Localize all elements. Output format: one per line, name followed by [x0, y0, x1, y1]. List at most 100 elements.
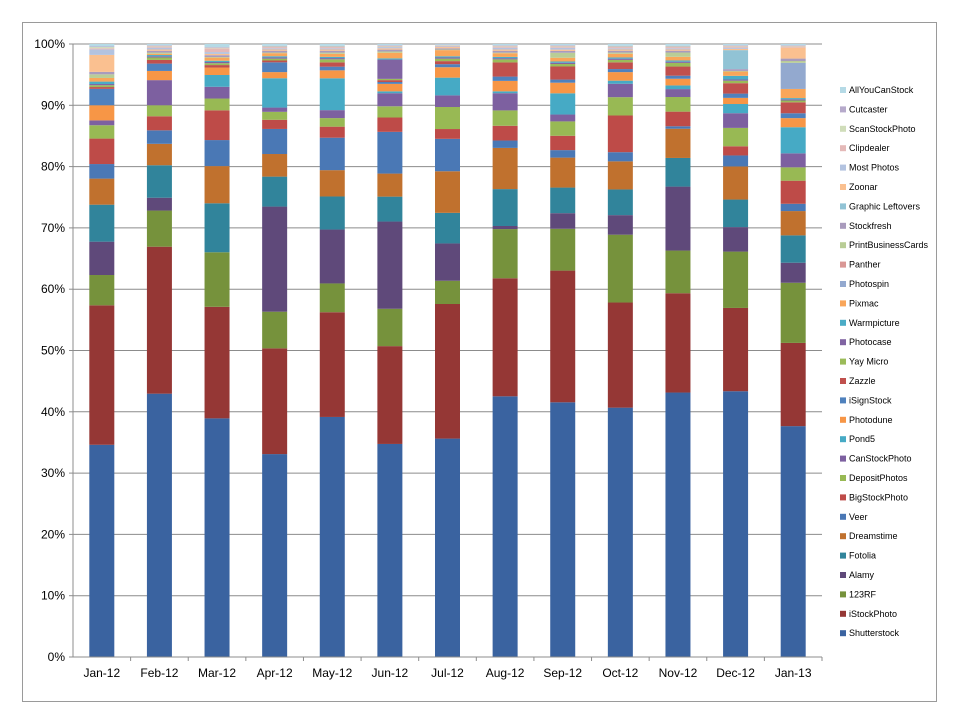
bar-segment-photocase	[262, 57, 288, 59]
bar-segment-stockfresh	[550, 50, 576, 53]
bar-segment-alamy	[492, 225, 518, 230]
legend-label: PrintBusinessCards	[849, 240, 929, 250]
bar-segment-photocase	[723, 79, 749, 81]
bar-segment-zoonar	[377, 48, 403, 50]
bar-segment-photodune	[89, 105, 115, 121]
bar-segment-photodune	[319, 70, 345, 79]
bar-segment-alamy	[607, 215, 633, 235]
bars	[89, 44, 806, 657]
bar-stack-mar-12	[204, 44, 230, 657]
bar-segment-stockfresh	[607, 50, 633, 53]
y-tick-label: 20%	[41, 527, 65, 541]
legend-label: iStockPhoto	[849, 609, 897, 619]
legend-swatch	[840, 242, 846, 249]
bar-segment-bigstockphoto	[780, 180, 806, 204]
x-tick-label: Nov-12	[659, 666, 698, 680]
legend-swatch	[840, 630, 846, 637]
bar-segment-dreamstime	[607, 161, 633, 190]
bar-segment-scanstockphoto	[550, 45, 576, 47]
legend-label: DepositPhotos	[849, 473, 908, 483]
bar-segment-allyoucanstock	[204, 44, 230, 48]
legend-label: BigStockPhoto	[849, 492, 908, 502]
bar-segment-dreamstime	[435, 171, 460, 213]
bar-segment-istockphoto	[607, 302, 633, 408]
bar-segment-veer	[262, 128, 288, 155]
bar-segment-stockfresh	[204, 55, 230, 58]
legend-swatch	[840, 494, 846, 501]
bar-segment-veer	[780, 203, 806, 212]
bar-segment-pixmac	[607, 53, 633, 58]
y-tick-label: 50%	[41, 344, 65, 358]
bar-segment-most-photos	[550, 47, 576, 50]
bar-segment-most-photos	[435, 46, 460, 48]
bar-segment-canstockphoto	[665, 89, 691, 98]
bar-segment-istockphoto	[492, 278, 518, 397]
legend-item: CanStockPhoto	[840, 454, 912, 464]
bar-segment-clipdealer	[780, 46, 806, 48]
bar-segment-zoonar	[665, 49, 691, 51]
legend-label: Cutcaster	[849, 104, 888, 114]
bar-segment-dreamstime	[204, 166, 230, 204]
bar-segment-pond5	[492, 91, 518, 94]
bar-segment-photocase	[89, 84, 115, 86]
bar-segment-istockphoto	[89, 305, 115, 445]
bar-segment-pond5	[377, 91, 403, 94]
bar-segment-alamy	[435, 243, 460, 281]
bar-segment-warmpicture	[665, 60, 691, 62]
bar-segment-scanstockphoto	[262, 46, 288, 48]
legend-label: Pond5	[849, 434, 875, 444]
bar-segment-istockphoto	[550, 270, 576, 403]
bar-segment-123rf	[723, 251, 749, 308]
chart-frame	[22, 22, 937, 702]
bar-segment-pixmac	[435, 50, 460, 57]
bar-segment-allyoucanstock	[607, 44, 633, 46]
bar-segment-clipdealer	[262, 47, 288, 49]
legend-label: Most Photos	[849, 163, 900, 173]
legend-item: 123RF	[840, 589, 877, 599]
bar-segment-canstockphoto	[723, 113, 749, 128]
bar-segment-canstockphoto	[550, 114, 576, 122]
legend-item: Photocase	[840, 337, 892, 347]
legend-swatch	[840, 222, 846, 229]
bar-segment-clipdealer	[665, 47, 691, 49]
bar-stack-aug-12	[492, 44, 518, 657]
x-tick-label: Dec-12	[716, 666, 755, 680]
bar-segment-pond5	[550, 93, 576, 115]
legend-label: Stockfresh	[849, 221, 892, 231]
bar-segment-alamy	[550, 213, 576, 229]
bar-stack-apr-12	[262, 44, 288, 657]
bar-segment-printbusinesscards	[262, 52, 288, 54]
bar-segment-isignstock	[146, 63, 172, 71]
bar-segment-printbusinesscards	[780, 61, 806, 63]
bar-segment-stockfresh	[146, 50, 172, 53]
legend-swatch	[840, 358, 846, 365]
bar-segment-dreamstime	[146, 143, 172, 166]
legend-swatch	[840, 397, 846, 404]
bar-segment-zoonar	[780, 47, 806, 59]
legend-label: Photodune	[849, 415, 893, 425]
bar-segment-zazzle	[319, 62, 345, 67]
legend-label: ScanStockPhoto	[849, 124, 916, 134]
legend-swatch	[840, 125, 846, 132]
bar-segment-most-photos	[204, 52, 230, 54]
bar-segment-bigstockphoto	[607, 115, 633, 153]
legend-swatch	[840, 455, 846, 462]
legend-label: CanStockPhoto	[849, 454, 912, 464]
x-tick-label: May-12	[312, 666, 352, 680]
bar-segment-yay-micro	[607, 59, 633, 63]
bar-segment-fotolia	[492, 189, 518, 226]
bar-segment-123rf	[492, 229, 518, 279]
bar-segment-photocase	[607, 58, 633, 60]
bar-segment-stockfresh	[319, 50, 345, 53]
bar-segment-warmpicture	[146, 55, 172, 57]
bar-segment-warmpicture	[204, 60, 230, 62]
legend-swatch	[840, 145, 846, 152]
bar-segment-veer	[492, 140, 518, 148]
bar-segment-warmpicture	[89, 81, 115, 85]
bar-segment-pixmac	[319, 53, 345, 57]
bar-stack-jan-13	[780, 44, 806, 657]
bar-segment-shutterstock	[204, 418, 230, 657]
bar-segment-istockphoto	[319, 312, 345, 417]
y-tick-label: 0%	[48, 650, 66, 664]
bar-segment-cutcaster	[319, 45, 345, 47]
